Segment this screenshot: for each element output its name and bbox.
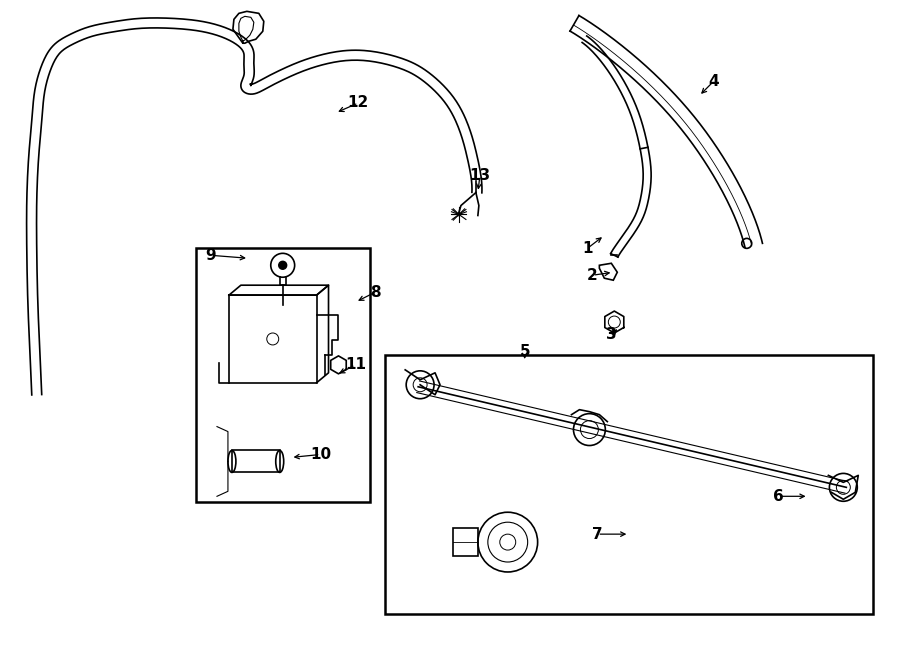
Text: 8: 8	[370, 285, 381, 299]
Polygon shape	[599, 263, 617, 280]
Text: 9: 9	[206, 248, 216, 263]
Circle shape	[279, 261, 287, 269]
Bar	[229, 295, 317, 383]
Bar	[196, 249, 370, 502]
Bar	[232, 451, 280, 473]
Text: 3: 3	[606, 327, 616, 342]
Text: 12: 12	[347, 95, 369, 110]
Text: 2: 2	[587, 268, 598, 283]
Bar	[453, 528, 478, 556]
Text: 4: 4	[708, 73, 719, 89]
Text: 1: 1	[582, 241, 593, 256]
Bar	[385, 355, 873, 614]
Text: 10: 10	[310, 447, 331, 462]
Text: 11: 11	[345, 358, 366, 372]
Text: 5: 5	[519, 344, 530, 360]
Text: 6: 6	[773, 488, 784, 504]
Text: 7: 7	[592, 527, 603, 541]
Text: 13: 13	[469, 168, 491, 183]
